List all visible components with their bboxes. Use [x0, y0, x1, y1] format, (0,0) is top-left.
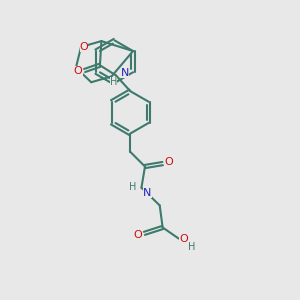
Text: N: N	[143, 188, 152, 198]
Text: H: H	[110, 77, 118, 87]
Text: O: O	[165, 158, 173, 167]
Text: O: O	[179, 234, 188, 244]
Text: N: N	[121, 68, 129, 78]
Text: O: O	[74, 65, 82, 76]
Text: H: H	[129, 182, 136, 192]
Text: H: H	[188, 242, 195, 252]
Text: O: O	[134, 230, 142, 239]
Text: O: O	[80, 42, 88, 52]
